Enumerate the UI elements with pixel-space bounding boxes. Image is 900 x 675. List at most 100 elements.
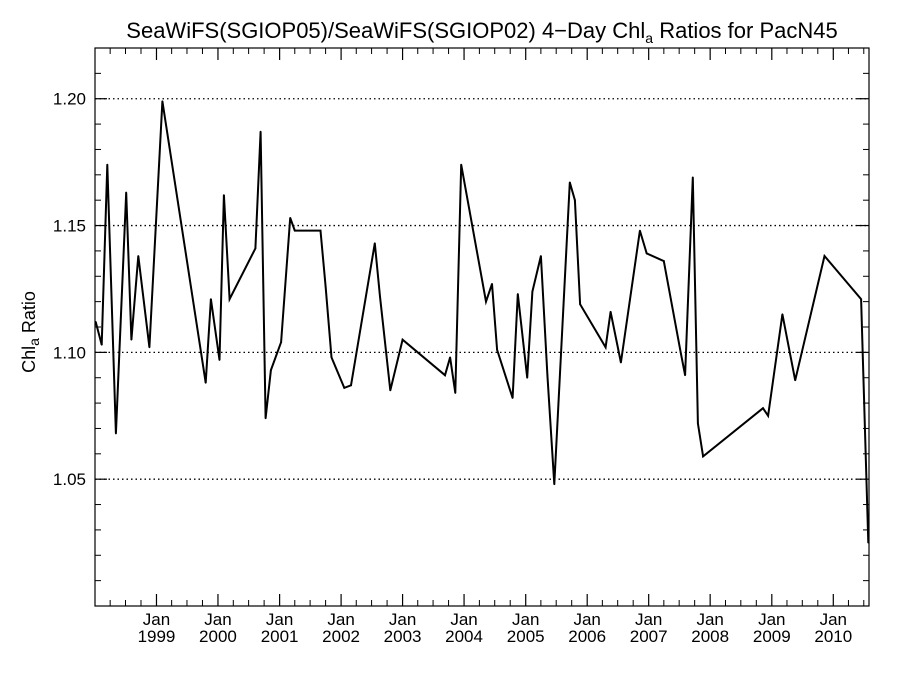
data-point: [662, 260, 665, 262]
data-point: [218, 359, 221, 361]
data-point: [401, 338, 404, 341]
x-tick-year: 2001: [261, 627, 299, 646]
data-point: [204, 381, 207, 384]
data-point: [762, 407, 764, 410]
x-tick-year: 2007: [630, 627, 668, 646]
data-point: [794, 379, 797, 382]
x-tick-labels: Jan1999Jan2000Jan2001Jan2002Jan2003Jan20…: [138, 610, 853, 646]
x-tick-month: Jan: [266, 610, 293, 629]
y-axis-label: Chla Ratio: [19, 291, 42, 373]
data-point: [781, 313, 784, 316]
x-tick-month: Jan: [820, 610, 847, 629]
data-point: [679, 351, 682, 354]
data-point: [496, 348, 498, 351]
data-point: [280, 341, 283, 344]
data-point: [161, 100, 164, 103]
data-point: [546, 374, 549, 377]
data-point: [137, 255, 140, 257]
data-series: [94, 100, 870, 544]
x-tick-month: Jan: [327, 610, 354, 629]
data-point: [609, 310, 612, 313]
data-point: [691, 176, 694, 179]
data-point: [449, 356, 451, 359]
data-point: [684, 374, 686, 377]
y-tick-labels: 1.05 1.10 1.15 1.20: [53, 90, 86, 489]
data-point: [860, 298, 862, 300]
data-point: [350, 384, 352, 387]
x-tick-year: 2005: [507, 627, 545, 646]
data-point: [454, 392, 457, 394]
data-point: [553, 483, 556, 486]
x-tick-month: Jan: [696, 610, 723, 629]
x-tick-month: Jan: [450, 610, 477, 629]
x-tick-year: 2003: [384, 627, 422, 646]
data-point: [619, 361, 622, 364]
data-point: [485, 300, 487, 303]
data-point: [114, 432, 117, 435]
data-point: [289, 217, 292, 219]
data-point: [823, 255, 826, 257]
data-point: [702, 455, 704, 458]
data-point: [767, 414, 770, 417]
data-point: [125, 191, 128, 194]
y-tick-label: 1.15: [53, 217, 86, 236]
chart-title: SeaWiFS(SGIOP05)/SeaWiFS(SGIOP02) 4−Day …: [126, 18, 837, 46]
minor-ticks: [95, 48, 869, 606]
data-point: [516, 293, 519, 295]
data-point: [460, 163, 463, 166]
x-tick-month: Jan: [204, 610, 231, 629]
data-point: [269, 369, 272, 372]
series-line: [94, 101, 870, 543]
data-point: [319, 229, 322, 232]
data-point: [330, 356, 333, 359]
data-point: [526, 376, 529, 379]
data-point: [264, 417, 267, 420]
data-point: [293, 229, 296, 232]
x-tick-year: 2009: [753, 627, 791, 646]
data-point: [106, 163, 109, 166]
data-point: [604, 346, 607, 349]
x-tick-month: Jan: [143, 610, 170, 629]
data-point: [254, 247, 257, 250]
gridlines: [95, 98, 869, 480]
data-point: [389, 389, 392, 392]
data-point: [511, 397, 514, 399]
y-tick-label: 1.20: [53, 90, 86, 109]
x-tick-year: 2002: [322, 627, 360, 646]
x-tick-month: Jan: [573, 610, 600, 629]
x-tick-year: 2000: [199, 627, 237, 646]
data-point: [130, 338, 133, 341]
data-point: [379, 295, 381, 298]
x-tick-year: 1999: [138, 627, 176, 646]
data-point: [491, 282, 493, 285]
data-point: [696, 422, 699, 425]
x-tick-month: Jan: [512, 610, 539, 629]
data-point: [228, 298, 231, 300]
plot-frame: [94, 47, 870, 607]
x-tick-year: 2008: [691, 627, 729, 646]
data-point: [568, 181, 571, 184]
x-tick-year: 2006: [568, 627, 606, 646]
data-point: [531, 290, 534, 293]
y-tick-label: 1.10: [53, 343, 86, 362]
x-tick-month: Jan: [635, 610, 662, 629]
data-point: [148, 346, 151, 349]
data-point: [373, 242, 376, 245]
y-tick-label: 1.05: [53, 470, 86, 489]
x-tick-year: 2004: [445, 627, 483, 646]
data-point: [343, 386, 346, 389]
data-point: [324, 285, 327, 288]
data-point: [209, 298, 212, 300]
data-point: [639, 229, 641, 232]
major-ticks: [95, 48, 869, 606]
x-tick-month: Jan: [758, 610, 785, 629]
data-point: [222, 194, 225, 197]
data-point: [579, 303, 582, 306]
x-tick-year: 2010: [814, 627, 852, 646]
data-point: [573, 199, 576, 202]
data-point: [539, 255, 542, 257]
data-point: [645, 252, 648, 255]
data-point: [259, 130, 262, 133]
data-point: [100, 343, 103, 346]
